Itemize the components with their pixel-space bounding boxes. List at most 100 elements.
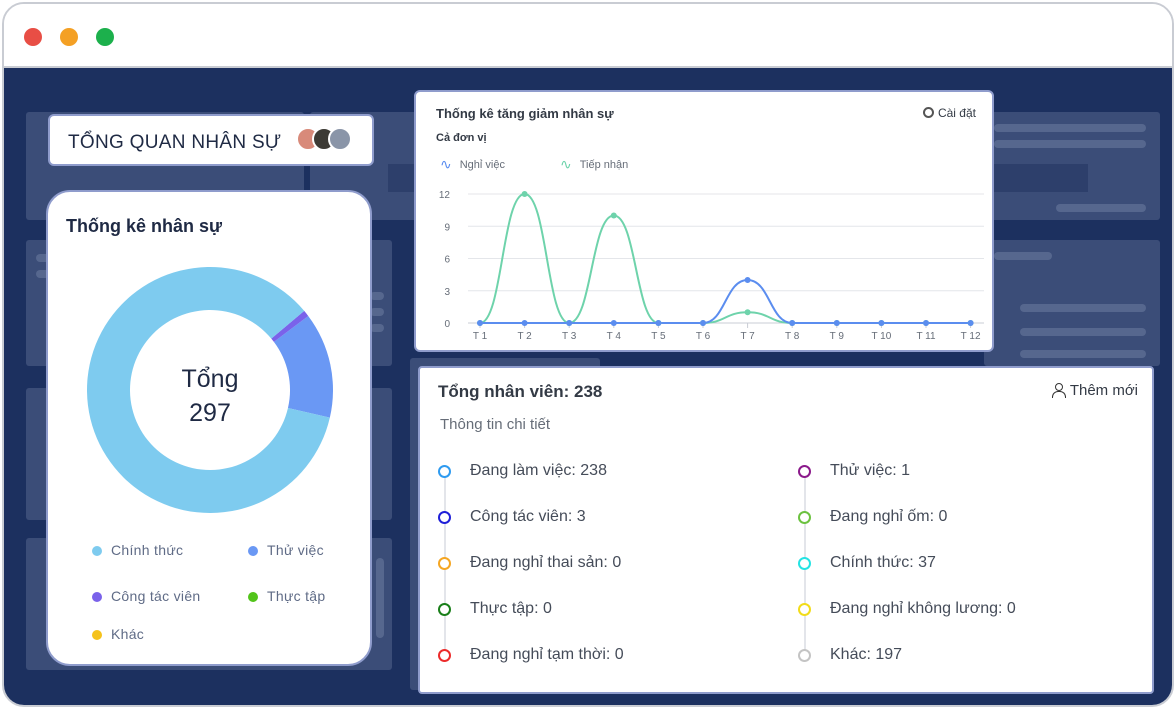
legend-chinh-thuc[interactable]: Chính thức (92, 542, 183, 558)
legend-label: Chính thức (111, 542, 184, 558)
employee-summary-card: Tổng nhân viên: 238 Thêm mới Thông tin c… (418, 366, 1154, 694)
legend-label: Tiếp nhận (579, 159, 629, 171)
status-ring-icon (438, 557, 451, 570)
close-window-button[interactable] (24, 28, 42, 46)
staff-trend-card: 0 3 6 9 12 T 1 T 2 T 3 T 4 T 5 T 6 T 7 T 8 T 9 T 10 T 1… (414, 90, 994, 352)
skeleton-line (370, 292, 384, 300)
status-item[interactable]: Khác: 197 (830, 646, 903, 663)
data-point[interactable] (655, 320, 662, 326)
data-point[interactable] (744, 277, 751, 283)
unit-filter[interactable]: Cả đơn vị (436, 132, 487, 144)
status-item[interactable]: Công tác viên: 3 (470, 508, 586, 525)
data-point[interactable] (610, 320, 617, 326)
y-tick-label: 9 (444, 222, 450, 233)
overview-title: TỔNG QUAN NHÂN SỰ (68, 132, 282, 153)
total-value: 297 (189, 399, 231, 427)
chart-legend-nghi-viec[interactable]: ∿ Nghỉ việc (440, 156, 505, 173)
y-tick-label: 6 (444, 255, 450, 266)
x-tick-label: T 4 (607, 331, 622, 342)
x-tick-label: T 12 (961, 331, 981, 342)
x-tick-label: T 2 (517, 331, 532, 342)
donut-slice[interactable] (271, 310, 309, 342)
status-item[interactable]: Thực tập: 0 (470, 600, 552, 617)
data-point[interactable] (566, 320, 573, 326)
status-ring-icon (798, 603, 811, 616)
x-tick-label: T 1 (473, 331, 488, 342)
detail-subtitle: Thông tin chi tiết (440, 416, 551, 433)
data-point[interactable] (878, 320, 885, 326)
donut-slice[interactable] (273, 315, 333, 418)
donut-slice[interactable] (86, 267, 330, 513)
legend-dot (92, 630, 102, 640)
status-ring-icon (438, 603, 451, 616)
status-item[interactable]: Chính thức: 37 (830, 554, 936, 571)
status-ring-icon (798, 557, 811, 570)
x-tick-label: T 6 (696, 331, 711, 342)
y-tick-label: 0 (444, 319, 450, 330)
legend-khac[interactable]: Khác (92, 626, 144, 642)
skeleton-line (370, 308, 384, 316)
data-point[interactable] (521, 191, 528, 197)
skeleton-line (1020, 304, 1146, 312)
status-item[interactable]: Đang nghỉ thai sản: 0 (470, 554, 622, 571)
legend-label: Thực tập (267, 588, 326, 604)
donut-center-label: Tổng 297 (84, 362, 336, 430)
data-point[interactable] (967, 320, 974, 326)
gear-icon (922, 107, 934, 118)
status-item[interactable]: Đang nghỉ không lương: 0 (830, 600, 1016, 617)
data-point[interactable] (477, 320, 483, 326)
skeleton-line (994, 252, 1052, 260)
legend-label: Khác (111, 626, 145, 642)
legend-thuc-tap[interactable]: Thực tập (248, 588, 325, 604)
x-tick-label: T 11 (916, 331, 936, 342)
avatar-group-icon (296, 127, 356, 153)
wave-icon: ∿ (560, 156, 572, 172)
add-new-label: Thêm mới (1069, 382, 1138, 399)
data-point[interactable] (610, 212, 617, 219)
data-point[interactable] (744, 309, 751, 316)
settings-button[interactable]: Cài đặt (922, 106, 976, 120)
legend-thu-viec[interactable]: Thử việc (248, 542, 324, 558)
add-new-button[interactable]: Thêm mới (1051, 382, 1138, 399)
skeleton-line (994, 124, 1146, 132)
legend-dot (92, 592, 102, 602)
legend-dot (248, 592, 258, 602)
maximize-window-button[interactable] (96, 28, 114, 46)
status-item[interactable]: Đang nghỉ ốm: 0 (830, 508, 948, 525)
overview-header: TỔNG QUAN NHÂN SỰ (48, 114, 374, 166)
status-ring-icon (798, 465, 811, 478)
trend-title: Thống kê tăng giảm nhân sự (436, 106, 614, 121)
chart-legend-tiep-nhan[interactable]: ∿ Tiếp nhận (560, 156, 628, 173)
total-label: Tổng (181, 365, 239, 393)
x-tick-label: T 9 (830, 331, 845, 342)
skeleton-line (994, 140, 1146, 148)
x-tick-label: T 8 (785, 331, 800, 342)
skeleton-panel (984, 240, 1160, 366)
x-tick-label: T 5 (651, 331, 666, 342)
status-item[interactable]: Đang nghỉ tạm thời: 0 (470, 646, 624, 663)
employee-total-title: Tổng nhân viên: 238 (438, 382, 603, 401)
legend-dot (92, 546, 102, 556)
data-point[interactable] (521, 320, 528, 326)
trend-line-chart: 0 3 6 9 12 T 1 T 2 T 3 T 4 T 5 T 6 T 7 T 8 T 9 T 10 T 1… (439, 190, 984, 342)
status-item[interactable]: Đang làm việc: 238 (470, 462, 607, 479)
title-bar (4, 4, 1172, 68)
staff-stats-card: Thống kê nhân sự Tổng 297 Chính thức Thử… (46, 190, 372, 666)
staff-stats-title: Thống kê nhân sự (66, 216, 223, 236)
staff-donut-chart (86, 267, 333, 513)
legend-cong-tac-vien[interactable]: Công tác viên (92, 588, 201, 604)
y-tick-label: 12 (439, 190, 451, 201)
data-point[interactable] (833, 320, 840, 326)
wave-icon: ∿ (440, 156, 452, 172)
data-point[interactable] (923, 320, 929, 326)
data-point[interactable] (789, 320, 796, 326)
skeleton-line (1020, 328, 1146, 336)
skeleton-line (1056, 204, 1146, 212)
x-tick-label: T 10 (871, 331, 891, 342)
x-tick-label: T 3 (562, 331, 577, 342)
minimize-window-button[interactable] (60, 28, 78, 46)
data-point[interactable] (700, 320, 706, 326)
x-tick-label: T 7 (740, 331, 755, 342)
status-item[interactable]: Thử việc: 1 (830, 462, 911, 479)
avatar (328, 127, 352, 151)
